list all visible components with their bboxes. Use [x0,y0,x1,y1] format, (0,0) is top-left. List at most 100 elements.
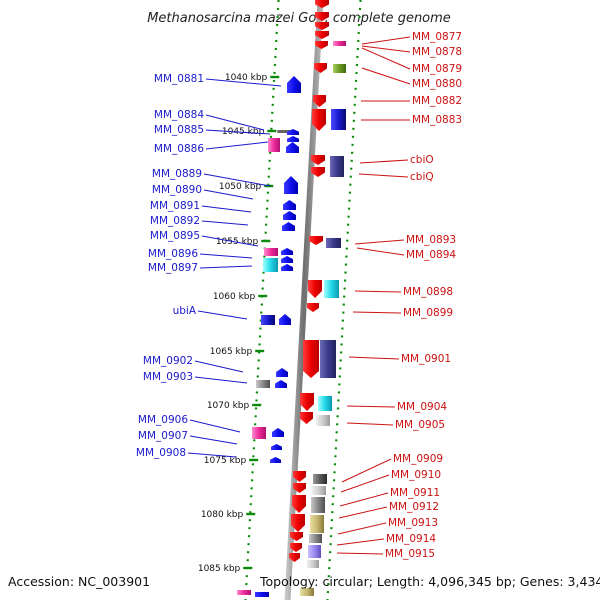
leader-line-right [336,538,385,546]
forward-gene-arrow [303,340,319,378]
gene-label-mm-0882[interactable]: MM_0882 [412,95,462,107]
gene-label-mm-0897[interactable]: MM_0897 [148,262,198,274]
gene-label-cbiq[interactable]: cbiQ [410,171,434,183]
leader-line-left [203,189,254,200]
gene-label-cbio[interactable]: cbiO [410,154,434,166]
leader-line-left [203,173,271,187]
reverse-gene-arrow [270,457,281,463]
leader-line-right [341,458,392,483]
scale-label: 1050 kbp [219,182,262,192]
gene-label-mm-0879[interactable]: MM_0879 [412,63,462,75]
gene-label-mm-0890[interactable]: MM_0890 [152,184,202,196]
leader-line-right [356,247,405,256]
gene-label-mm-0915[interactable]: MM_0915 [385,548,435,560]
gene-feature-box [308,545,321,558]
gene-label-mm-0910[interactable]: MM_0910 [391,469,441,481]
leader-line-left [199,265,253,269]
leader-line-right [348,356,400,360]
forward-gene-arrow [311,167,325,177]
scale-label: 1070 kbp [207,401,250,411]
forward-gene-arrow [315,41,328,49]
leader-line-right [338,506,388,519]
gene-label-mm-0884[interactable]: MM_0884 [154,109,204,121]
leader-line-right [337,522,387,535]
gene-label-mm-0901[interactable]: MM_0901 [401,353,451,365]
gene-label-mm-0896[interactable]: MM_0896 [148,248,198,260]
gene-label-mm-0904[interactable]: MM_0904 [397,401,447,413]
gene-feature-box [331,109,346,130]
reverse-gene-arrow [283,211,296,220]
gene-label-mm-0893[interactable]: MM_0893 [406,234,456,246]
scale-label: 1060 kbp [213,292,256,302]
forward-gene-arrow [309,236,323,245]
gene-label-mm-0909[interactable]: MM_0909 [393,453,443,465]
accession-label: Accession: NC_003901 [8,574,150,589]
gene-label-mm-0894[interactable]: MM_0894 [406,249,456,261]
gene-feature-box [310,515,324,533]
forward-gene-arrow [314,63,327,73]
scale-label: 1065 kbp [210,347,253,357]
scale-track-right [326,0,362,600]
gene-label-mm-0878[interactable]: MM_0878 [412,46,462,58]
forward-gene-arrow [290,543,302,552]
gene-label-mm-0881[interactable]: MM_0881 [154,73,204,85]
leader-line-left [194,360,244,373]
leader-line-left [205,114,265,131]
gene-label-mm-0914[interactable]: MM_0914 [386,533,436,545]
gene-feature-box [268,138,280,152]
leader-line-left [189,419,241,433]
gene-feature-box [313,474,327,484]
gene-feature-box [320,340,336,378]
leader-line-left [197,310,248,320]
gene-label-mm-0908[interactable]: MM_0908 [136,447,186,459]
gene-label-mm-0889[interactable]: MM_0889 [152,168,202,180]
gene-feature-box [263,258,278,272]
gene-label-mm-0883[interactable]: MM_0883 [412,114,462,126]
gene-label-mm-0902[interactable]: MM_0902 [143,355,193,367]
minor-feature [277,130,292,133]
leader-line-right [361,45,411,53]
gene-label-mm-0898[interactable]: MM_0898 [403,286,453,298]
gene-label-mm-0911[interactable]: MM_0911 [390,487,440,499]
reverse-gene-arrow [281,264,293,271]
gene-feature-box [309,534,322,543]
gene-feature-box [261,315,275,325]
scale-label: 1040 kbp [225,73,268,83]
reverse-gene-arrow [281,248,293,255]
gene-label-mm-0907[interactable]: MM_0907 [138,430,188,442]
gene-label-mm-0906[interactable]: MM_0906 [138,414,188,426]
leader-line-right [354,290,402,293]
gene-feature-box [255,592,269,597]
leader-line-left [194,376,248,384]
right-gene-labels: MM_0877 MM_0878 MM_0879 MM_0880 MM_0882 MM_08… [385,31,462,560]
leader-line-left [205,141,269,150]
gene-feature-box [237,590,251,595]
gene-label-mm-0913[interactable]: MM_0913 [388,517,438,529]
gene-label-mm-0892[interactable]: MM_0892 [150,215,200,227]
forward-gene-arrow [293,471,306,482]
gene-label-mm-0905[interactable]: MM_0905 [395,419,445,431]
gene-label-mm-0877[interactable]: MM_0877 [412,31,462,43]
gene-label-mm-0886[interactable]: MM_0886 [154,143,204,155]
reverse-gene-arrow [284,176,298,194]
gene-feature-box [264,248,278,256]
gene-feature-box [256,380,270,388]
gene-label-mm-0885[interactable]: MM_0885 [154,124,204,136]
gene-label-mm-0880[interactable]: MM_0880 [412,78,462,90]
gene-label-mm-0899[interactable]: MM_0899 [403,307,453,319]
reverse-gene-arrow [271,444,282,450]
forward-gene-arrow [312,109,326,131]
gene-feature-box [312,486,326,495]
leader-line-left [189,435,238,445]
leader-line-left [199,253,253,259]
gene-label-mm-0903[interactable]: MM_0903 [143,371,193,383]
gene-label-mm-0895[interactable]: MM_0895 [150,230,200,242]
gene-label-ubia[interactable]: ubiA [173,305,197,317]
gene-label-mm-0891[interactable]: MM_0891 [150,200,200,212]
leader-line-right [358,173,409,178]
reverse-gene-arrow [286,142,299,153]
leader-lines [187,36,411,555]
forward-gene-arrow [293,483,306,493]
reverse-gene-arrow [287,129,299,135]
gene-label-mm-0912[interactable]: MM_0912 [389,501,439,513]
